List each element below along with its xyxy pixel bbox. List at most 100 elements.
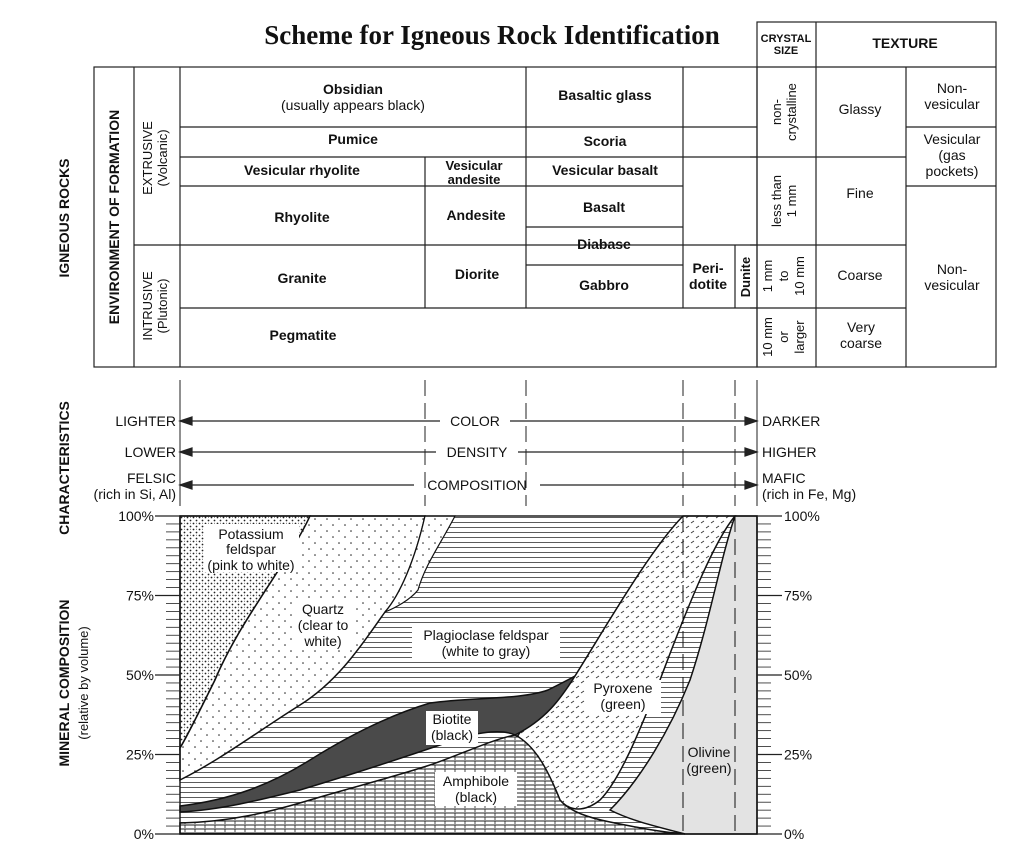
olivine-region (608, 515, 758, 835)
mineral-labels: Potassium feldspar (pink to white) Quart… (207, 526, 731, 805)
rock-basalt: Basalt (583, 199, 625, 215)
environment-label: ENVIRONMENT OF FORMATION (106, 110, 122, 324)
mineral-pyroxene: Pyroxene (593, 680, 652, 696)
texture-nonvesicular-top: Non- (937, 80, 968, 96)
size-very-coarse: 10 mm (760, 317, 775, 357)
texture-vesicular-3: pockets) (926, 163, 979, 179)
mineral-quartz-3: white) (303, 633, 341, 649)
size-fine-2: 1 mm (784, 185, 799, 218)
rock-pegmatite: Pegmatite (270, 327, 337, 343)
texture-coarse: Coarse (837, 267, 882, 283)
size-texture-frame (756, 21, 997, 368)
percent-tick-label-right: 50% (784, 667, 812, 683)
mineral-plagioclase-2: (white to gray) (442, 643, 531, 659)
rock-andesite: Andesite (446, 207, 505, 223)
mineral-pyroxene-2: (green) (600, 696, 645, 712)
rock-scoria: Scoria (584, 133, 627, 149)
texture-glassy: Glassy (839, 101, 882, 117)
composition-center: COMPOSITION (427, 477, 527, 493)
texture-nonvesicular-top-2: vesicular (924, 96, 980, 112)
percent-tick-label-left: 0% (134, 826, 154, 842)
left-percent-axis: 0% 25% 50% 75% 100% (118, 508, 180, 842)
igneous-rocks-label: IGNEOUS ROCKS (56, 158, 72, 277)
mineral-biotite-2: (black) (431, 727, 473, 743)
mineral-potassium-feldspar-3: (pink to white) (207, 557, 294, 573)
extrusive-label: EXTRUSIVE (140, 121, 155, 195)
crystal-size-column: non- crystalline less than 1 mm 1 mm to … (760, 83, 807, 357)
density-right: HIGHER (762, 444, 816, 460)
texture-header: TEXTURE (872, 35, 937, 51)
texture-nonvesicular-bottom: Non- (937, 261, 968, 277)
right-percent-axis: 0% 25% 50% 75% 100% (757, 508, 820, 842)
percent-tick-label-right: 25% (784, 747, 812, 763)
percent-tick-label-right: 75% (784, 588, 812, 604)
percent-tick-label-left: 75% (126, 588, 154, 604)
characteristics-label: CHARACTERISTICS (56, 401, 72, 535)
rock-vesicular-andesite-2: andesite (448, 172, 501, 187)
pyroxene-label-bg (585, 680, 661, 714)
texture-fine: Fine (846, 185, 873, 201)
density-left: LOWER (125, 444, 176, 460)
extrusive-sub-label: (Volcanic) (155, 129, 170, 186)
rock-pumice: Pumice (328, 131, 378, 147)
rock-vesicular-rhyolite: Vesicular rhyolite (244, 162, 360, 178)
characteristics-arrows (178, 416, 759, 490)
mineral-quartz-2: (clear to (298, 617, 349, 633)
size-very-coarse-3: larger (792, 320, 807, 354)
rock-peridotite: Peri- (692, 260, 723, 276)
size-very-coarse-2: or (776, 331, 791, 343)
amphibole-region (179, 734, 686, 835)
percent-tick-label-left: 25% (126, 747, 154, 763)
rock-basaltic-glass: Basaltic glass (558, 87, 652, 103)
texture-vesicular-2: (gas (938, 147, 965, 163)
size-noncrystalline-2: crystalline (784, 83, 799, 141)
color-right: DARKER (762, 413, 820, 429)
texture-very-coarse-2: coarse (840, 335, 882, 351)
composition-right-2: (rich in Fe, Mg) (762, 486, 856, 502)
rock-gabbro: Gabbro (579, 277, 629, 293)
composition-left-2: (rich in Si, Al) (94, 486, 176, 502)
page-title: Scheme for Igneous Rock Identification (264, 20, 720, 50)
composition-left: FELSIC (127, 470, 176, 486)
crystal-size-header-2: SIZE (774, 45, 798, 57)
percent-tick-label-right: 0% (784, 826, 804, 842)
size-fine: less than (769, 175, 784, 227)
amphibole-label-bg (435, 772, 517, 806)
kspar-label-bg (204, 524, 299, 572)
color-left: LIGHTER (115, 413, 176, 429)
intrusive-label: INTRUSIVE (140, 271, 155, 341)
rock-diorite: Diorite (455, 266, 500, 282)
mineral-plagioclase: Plagioclase feldspar (423, 627, 549, 643)
mineral-amphibole: Amphibole (443, 773, 509, 789)
characteristics-text: LIGHTER COLOR DARKER LOWER DENSITY HIGHE… (94, 413, 857, 502)
rock-diabase: Diabase (577, 236, 631, 252)
color-center: COLOR (450, 413, 500, 429)
intrusive-sub-label: (Plutonic) (155, 279, 170, 334)
quartz-label-bg (296, 601, 354, 649)
rock-obsidian: Obsidian (323, 81, 383, 97)
plag-label-bg (412, 627, 560, 661)
mineral-quartz: Quartz (302, 601, 344, 617)
rock-names: Obsidian (usually appears black) Basalti… (244, 81, 727, 343)
mineral-biotite: Biotite (433, 711, 472, 727)
mineral-olivine-2: (green) (686, 760, 731, 776)
rock-dunite: Dunite (738, 257, 753, 297)
texture-nonvesicular-bottom-2: vesicular (924, 277, 980, 293)
mineral-composition-chart (179, 515, 758, 835)
rock-vesicular-andesite: Vesicular (445, 158, 502, 173)
percent-tick-label-left: 100% (118, 508, 154, 524)
composition-right: MAFIC (762, 470, 806, 486)
percent-tick-label-left: 50% (126, 667, 154, 683)
texture-very-coarse: Very (847, 319, 875, 335)
mineral-amphibole-2: (black) (455, 789, 497, 805)
size-coarse: 1 mm (760, 260, 775, 293)
quartz-region-right (384, 515, 456, 613)
texture-vesicular: Vesicular (924, 131, 981, 147)
rock-rhyolite: Rhyolite (274, 209, 329, 225)
texture-column: Glassy Fine Coarse Very coarse Non- vesi… (837, 80, 980, 351)
biotite-region (179, 675, 576, 813)
biotite-label-bg (426, 711, 478, 745)
mineral-composition-sub-label: (relative by volume) (76, 626, 91, 739)
size-coarse-2: to (776, 271, 791, 282)
